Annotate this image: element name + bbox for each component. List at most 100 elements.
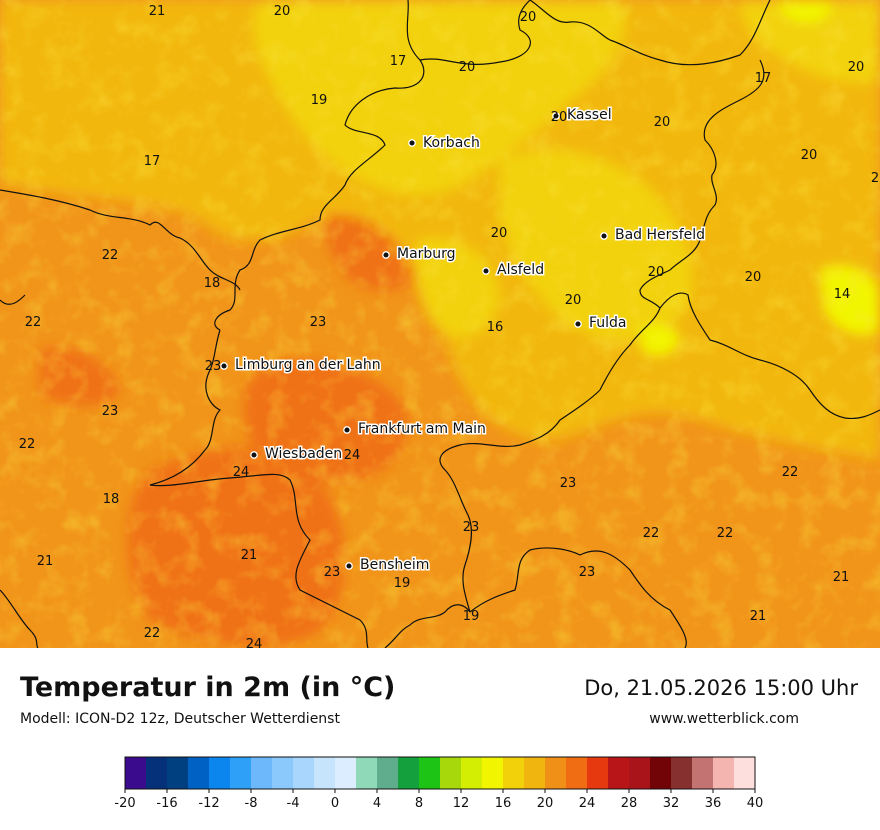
legend-swatch (335, 757, 357, 789)
city-alsfeld: Alsfeld (482, 261, 546, 280)
temp-value: 24 (246, 637, 263, 648)
state-borders (0, 0, 880, 649)
temp-value: 20 (648, 265, 665, 280)
legend-swatch (503, 757, 525, 789)
legend-swatch (251, 757, 273, 789)
temp-value: 21 (241, 548, 258, 563)
legend-swatch (272, 757, 294, 789)
temp-value: 20 (551, 110, 568, 125)
city-label: Fulda (589, 315, 627, 331)
legend-tick-label: 40 (747, 796, 764, 811)
temp-value: 23 (579, 565, 596, 580)
temp-value: 23 (463, 520, 480, 535)
legend-swatch (146, 757, 168, 789)
temp-value: 22 (144, 626, 161, 641)
temp-value: 22 (782, 465, 799, 480)
legend-swatch (314, 757, 336, 789)
temp-value: 20 (520, 10, 537, 25)
temp-value: 19 (394, 576, 411, 591)
legend-tick-label: -4 (287, 796, 300, 811)
temp-value: 21 (833, 570, 850, 585)
city-limburg: Limburg an der Lahn (220, 356, 382, 375)
temp-value: 23 (324, 565, 341, 580)
temp-value: 14 (834, 287, 851, 302)
temp-value: 19 (311, 93, 328, 108)
city-label: Bensheim (360, 557, 429, 573)
temp-value: 24 (233, 465, 250, 480)
temp-value: 20 (745, 270, 762, 285)
city-label: Wiesbaden (265, 446, 342, 462)
city-label: Alsfeld (497, 262, 544, 278)
forecast-datetime: Do, 21.05.2026 15:00 Uhr (584, 676, 858, 700)
temp-value: 24 (344, 448, 361, 463)
map-texture (0, 0, 880, 648)
city-markers: Kassel Korbach Bad Hersfeld Marburg Alsf… (220, 106, 707, 575)
model-info: Modell: ICON-D2 12z, Deutscher Wetterdie… (20, 711, 340, 727)
legend-swatch (734, 757, 756, 789)
city-kassel: Kassel (552, 106, 613, 125)
city-fulda: Fulda (574, 314, 628, 333)
legend-swatch (125, 757, 147, 789)
legend-ticks: -20 -16 -12 -8 -4 0 4 8 12 16 20 24 28 32 36 40 (114, 789, 763, 811)
temp-value: 22 (19, 437, 36, 452)
legend-swatch (230, 757, 252, 789)
temp-value: 22 (643, 526, 660, 541)
temp-value: 20 (654, 115, 671, 130)
footer: Temperatur in 2m (in °C) Modell: ICON-D2… (0, 648, 880, 830)
temp-value: 23 (560, 476, 577, 491)
city-label: Frankfurt am Main (358, 421, 486, 437)
legend-tick-label: 12 (453, 796, 470, 811)
temp-value: 22 (25, 315, 42, 330)
legend-swatch (692, 757, 714, 789)
city-marburg: Marburg (382, 245, 457, 264)
city-label: Bad Hersfeld (615, 227, 705, 243)
legend-swatch (419, 757, 441, 789)
legend-swatch (629, 757, 651, 789)
temp-value: 20 (274, 4, 291, 19)
legend-tick-label: 28 (621, 796, 638, 811)
legend-swatch (545, 757, 567, 789)
temp-value: 20 (848, 60, 865, 75)
city-label: Korbach (423, 135, 480, 151)
legend-swatch (524, 757, 546, 789)
temp-value: 19 (463, 609, 480, 624)
temp-value: 17 (755, 71, 772, 86)
legend-tick-label: 36 (705, 796, 722, 811)
legend-tick-label: -16 (156, 796, 177, 811)
temp-value: 17 (144, 154, 161, 169)
city-frankfurt: Frankfurt am Main (343, 420, 487, 439)
legend-tick-label: -12 (198, 796, 219, 811)
city-label: Limburg an der Lahn (235, 357, 381, 373)
temp-value: 16 (487, 320, 504, 335)
temp-value: 2 (871, 171, 879, 186)
city-label: Kassel (567, 107, 612, 123)
temp-value: 23 (205, 359, 222, 374)
legend-tick-label: 4 (373, 796, 381, 811)
legend-tick-label: 8 (415, 796, 423, 811)
legend-swatch (671, 757, 693, 789)
legend-tick-label: 20 (537, 796, 554, 811)
temp-value: 20 (565, 293, 582, 308)
legend-swatch (713, 757, 735, 789)
legend-swatch (356, 757, 378, 789)
temp-value: 20 (491, 226, 508, 241)
temp-value: 22 (717, 526, 734, 541)
legend-swatch (188, 757, 210, 789)
city-bad-hersfeld: Bad Hersfeld (600, 226, 707, 245)
legend-swatch (440, 757, 462, 789)
legend-swatch (482, 757, 504, 789)
legend-swatch (461, 757, 483, 789)
website-link[interactable]: www.wetterblick.com (649, 711, 799, 727)
city-label: Marburg (397, 246, 456, 262)
legend-swatch (608, 757, 630, 789)
legend-tick-label: 32 (663, 796, 680, 811)
temperature-map: Kassel Korbach Bad Hersfeld Marburg Alsf… (0, 0, 880, 652)
legend-swatch (566, 757, 588, 789)
temp-value: 18 (204, 276, 221, 291)
color-legend: -20 -16 -12 -8 -4 0 4 8 12 16 20 24 28 32 36 40 (114, 756, 763, 811)
temp-value: 18 (103, 492, 120, 507)
legend-swatch (167, 757, 189, 789)
legend-border (124, 756, 756, 790)
temp-value: 17 (390, 54, 407, 69)
temperature-values: 21 20 20 17 20 17 20 19 20 20 17 20 2 22… (19, 4, 879, 652)
